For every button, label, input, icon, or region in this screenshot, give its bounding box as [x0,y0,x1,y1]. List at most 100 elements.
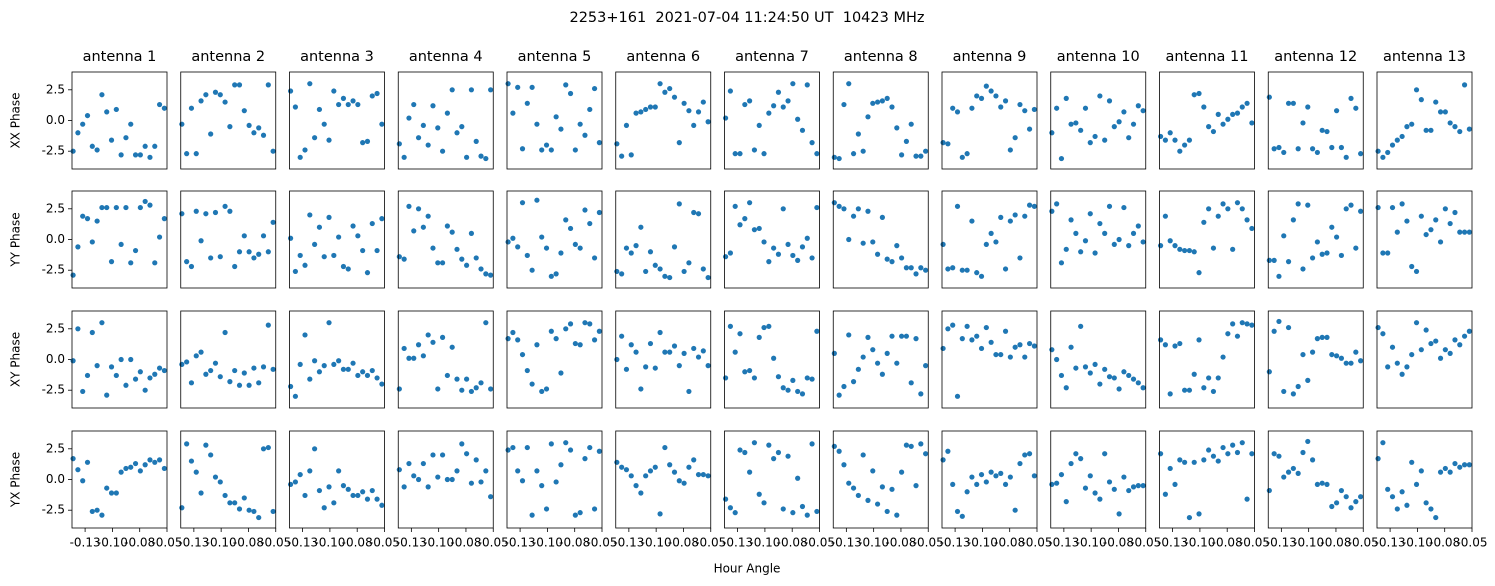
point [623,467,630,473]
point [662,89,668,95]
point [1409,263,1415,270]
point [1375,456,1381,462]
point [761,151,767,157]
point [1380,331,1386,337]
point [147,154,153,160]
point [742,369,748,375]
point [1182,247,1188,254]
point [270,508,276,515]
point [246,249,252,255]
point [1329,224,1335,230]
point [790,377,796,383]
point [780,506,786,512]
point [265,82,271,88]
point [84,459,91,465]
point [1466,462,1472,468]
point [572,340,578,347]
y-tick-label: -2.5 [42,503,65,517]
point [70,148,76,154]
point [1452,337,1458,343]
x-tick-label: -0.13 [287,536,318,550]
point [884,95,890,101]
point [988,469,994,475]
point [1290,100,1296,106]
point [667,349,673,355]
point [959,513,965,519]
point [1300,449,1306,456]
point [998,470,1004,476]
point [879,371,885,377]
point [860,354,866,360]
point [913,483,919,489]
point [1276,273,1282,279]
point [1329,503,1335,510]
point [444,110,450,116]
point [161,367,167,374]
point [1358,151,1364,157]
panel-frame [1267,310,1364,409]
point [246,122,252,129]
point [799,127,806,133]
point [473,457,479,463]
point [1172,481,1178,488]
point [1276,318,1282,325]
point [874,99,881,105]
point [799,391,806,397]
point [1334,108,1340,114]
point [132,247,139,254]
point [1319,251,1325,257]
x-tick-label: -0.05 [1348,536,1379,550]
point [1049,481,1055,488]
point [184,259,190,265]
point [1026,202,1033,208]
point [722,375,729,381]
panel-frame [1050,430,1147,529]
point [364,496,371,502]
point [198,238,204,244]
point [137,369,143,375]
point [104,204,110,211]
point [737,222,743,228]
point [297,471,303,478]
point [945,326,951,332]
point [1404,364,1410,370]
point [430,103,436,109]
point [227,379,233,385]
point [379,216,385,222]
point [336,468,342,474]
point [1162,342,1168,348]
point [742,101,748,108]
point [1433,217,1439,223]
point [1002,481,1009,488]
point [700,99,706,105]
panel-frame [1159,71,1255,170]
point [292,268,298,275]
panel-frame [397,430,494,529]
point [1167,391,1173,397]
point [1418,468,1424,474]
point [775,89,782,95]
point [198,490,204,496]
point [1102,366,1108,372]
point [420,353,426,359]
point [1447,120,1453,126]
point [184,151,190,157]
point [1358,358,1364,364]
point [1126,372,1132,379]
point [519,478,526,484]
point [519,146,526,152]
point [128,121,134,127]
point [1244,321,1250,327]
point [1433,514,1439,521]
x-tick-label: -0.08 [1212,536,1243,550]
point [326,484,332,490]
point [1215,458,1221,464]
point [1244,100,1250,106]
point [84,216,91,222]
point [104,485,110,491]
point [974,333,980,339]
panel-frame [832,190,929,289]
point [1206,206,1212,212]
panel-frame [1050,310,1147,409]
point [643,106,649,113]
